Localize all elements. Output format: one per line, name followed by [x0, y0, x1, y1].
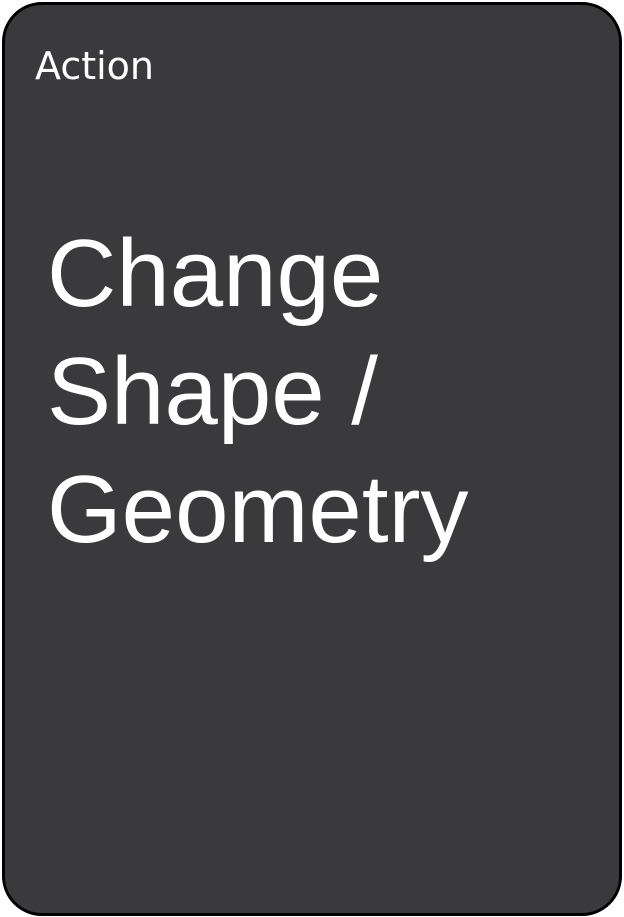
card-title-line-2: Shape /	[47, 338, 378, 445]
card-category: Action	[35, 44, 155, 88]
card-title-line-3: Geometry	[47, 456, 469, 563]
card-title: Change Shape / Geometry	[47, 215, 468, 569]
card-title-line-1: Change	[47, 220, 384, 327]
